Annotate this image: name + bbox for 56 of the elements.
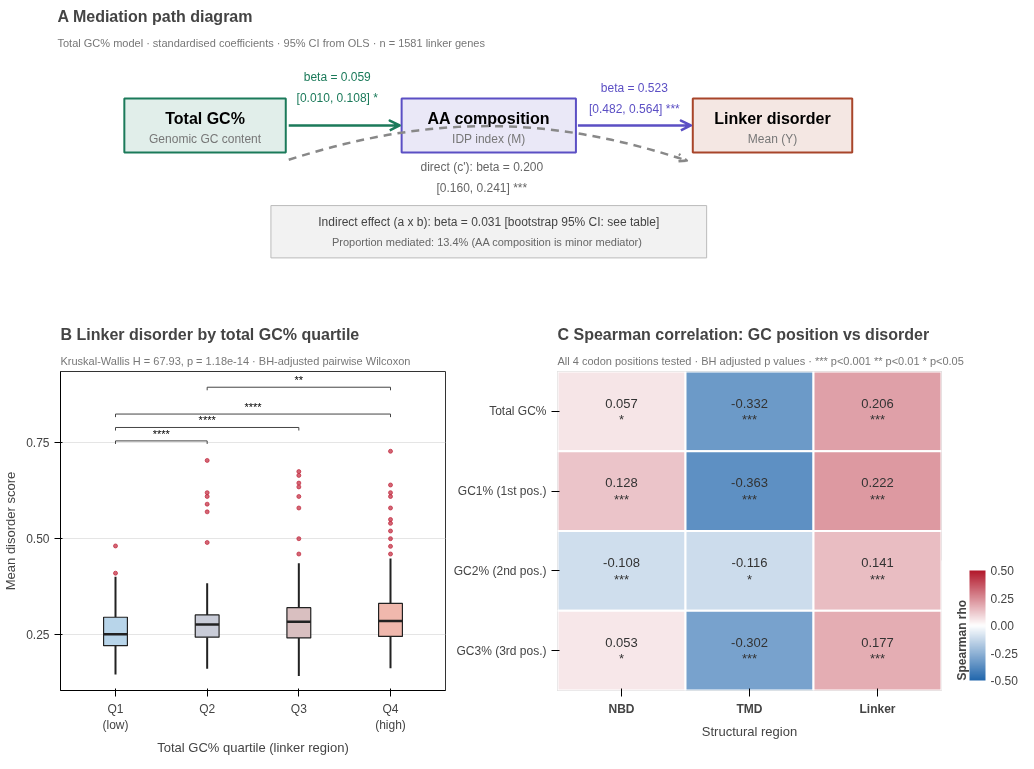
y-tick-label: Total GC% <box>489 404 547 419</box>
data-label: -0.108 *** <box>603 555 640 587</box>
x-tick-label: TMD <box>736 701 763 716</box>
data-label: 0.053 * <box>605 634 638 667</box>
data-label: 0.141 *** <box>861 555 894 587</box>
data-label: -0.116 * <box>731 555 768 587</box>
text: beta = 0.523 [0.482, 0.564] *** <box>588 80 681 116</box>
color-bar-label: -0.25 <box>990 646 1019 661</box>
color-bar-label: 0.00 <box>990 619 1015 633</box>
data-label: 0.057 * <box>605 395 638 428</box>
x-tick-label: Q4 (high) <box>375 701 406 733</box>
chart-title: C Spearman correlation: GC position vs disorder <box>557 325 930 343</box>
text: A Mediation path diagram <box>57 7 253 25</box>
data-label: 0.128 *** <box>605 475 638 507</box>
x-tick-label: Q3 <box>290 701 308 716</box>
text: Linker disorder <box>714 110 831 128</box>
data-label: -0.332 *** <box>731 395 768 428</box>
annotation: **** <box>152 427 171 440</box>
annotation: **** <box>198 414 217 427</box>
x-axis-title: Structural region <box>701 723 798 739</box>
annotation: ** <box>294 374 304 387</box>
color-bar-title: Spearman rho <box>954 599 969 681</box>
color-bar-label: 0.50 <box>990 564 1015 578</box>
y-axis-title: Mean disorder score <box>3 471 19 591</box>
data-label: 0.206 *** <box>861 395 894 428</box>
text: Proportion mediated: 13.4% (AA composition is minor mediator) <box>331 235 642 248</box>
chart-subtitle: All 4 codon positions tested · BH adjusted p values · *** p<0.001 ** p<0.01 * p<0.05 <box>557 354 964 367</box>
annotation: **** <box>244 400 263 413</box>
y-tick-label: GC1% (1st pos.) <box>457 484 547 499</box>
text: Total GC% model · standardised coefficients · 95% CI from OLS · n = 1581 linker genes <box>57 36 486 49</box>
text: Mean (Y) <box>747 131 798 146</box>
chart-subtitle: Kruskal-Wallis H = 67.93, p = 1.18e-14 · BH-adjusted pairwise Wilcoxon <box>60 354 411 367</box>
y-tick-label: 0.50 <box>26 532 50 547</box>
x-tick-label: Linker <box>859 701 896 716</box>
color-bar-label: 0.25 <box>990 591 1015 606</box>
text: Genomic GC content <box>149 131 262 146</box>
text: beta = 0.059 [0.010, 0.108] * <box>296 70 379 106</box>
text: AA composition <box>427 110 550 128</box>
chart-title: B Linker disorder by total GC% quartile <box>60 325 360 343</box>
x-tick-label: Q1 (low) <box>102 701 129 733</box>
data-label: -0.302 *** <box>731 634 768 667</box>
text: Indirect effect (a x b): beta = 0.031 [bootstrap 95% CI: see table] <box>318 214 660 229</box>
y-tick-label: GC2% (2nd pos.) <box>453 563 547 578</box>
x-axis-title: Total GC% quartile (linker region) <box>157 740 349 756</box>
text: direct (c'): beta = 0.200 [0.160, 0.241] *** <box>420 160 544 196</box>
x-tick-label: NBD <box>608 701 635 716</box>
color-bar-label: -0.50 <box>990 674 1019 688</box>
data-label: 0.222 *** <box>861 475 894 507</box>
x-tick-label: Q2 <box>199 701 216 716</box>
y-tick-label: 0.75 <box>26 436 50 451</box>
data-label: 0.177 *** <box>861 634 894 667</box>
text: Total GC% <box>165 110 245 128</box>
text: IDP index (M) <box>452 131 526 146</box>
y-tick-label: GC3% (3rd pos.) <box>456 643 547 658</box>
y-tick-label: 0.25 <box>26 628 50 643</box>
data-label: -0.363 *** <box>731 475 768 507</box>
